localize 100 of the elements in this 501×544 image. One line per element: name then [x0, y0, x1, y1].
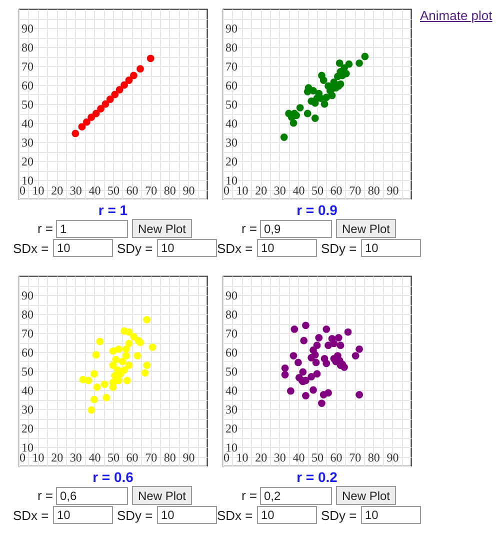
text: SDy = — [117, 507, 153, 525]
x-tick-label: 60 — [126, 450, 138, 464]
text-field: 10 — [361, 239, 421, 257]
y-tick-label: 80 — [226, 308, 238, 322]
x-tick-label: 10 — [32, 450, 44, 464]
x-tick-label: 40 — [88, 184, 101, 198]
text-field: 10 — [53, 239, 113, 257]
y-tick-label: 70 — [22, 326, 34, 340]
y-tick-label: 80 — [22, 40, 34, 54]
x-tick-label: 20 — [51, 184, 64, 198]
y-tick-label: 90 — [22, 288, 34, 302]
y-tick-label: 50 — [226, 364, 238, 378]
x-tick-label: 50 — [108, 184, 120, 198]
text-field: 10 — [361, 506, 421, 524]
button: New Plot — [132, 219, 192, 238]
text-field: 10 — [257, 239, 317, 257]
x-tick-label: 20 — [51, 450, 64, 464]
text: SDx = — [13, 240, 49, 258]
text: r = — [241, 220, 257, 238]
text-field: 10 — [53, 506, 113, 524]
y-tick-label: 50 — [226, 98, 238, 112]
x-tick-label: 80 — [368, 184, 380, 198]
text: r = — [241, 487, 257, 505]
x-tick-label: 40 — [292, 184, 305, 198]
x-tick-label: 30 — [70, 184, 82, 198]
x-tick-label: 30 — [274, 184, 286, 198]
y-tick-label: 90 — [226, 288, 238, 302]
text-field: 10 — [257, 506, 317, 524]
y-tick-label: 80 — [226, 40, 238, 54]
x-tick-label: 80 — [368, 450, 380, 464]
y-tick-label: 60 — [22, 78, 34, 92]
x-tick-label: 90 — [182, 450, 195, 464]
x-tick-label: 70 — [145, 184, 158, 198]
text-field: 1 — [56, 220, 128, 238]
y-tick-label: 40 — [22, 116, 34, 130]
y-tick-label: 30 — [22, 136, 34, 150]
text: r = 0.2 — [296, 469, 338, 485]
x-tick-label: 80 — [164, 184, 176, 198]
x-tick-label: 60 — [126, 184, 138, 198]
y-tick-label: 20 — [226, 154, 238, 168]
y-tick-label: 70 — [22, 60, 34, 74]
text: SDx = — [217, 240, 253, 258]
x-tick-label: 40 — [292, 450, 305, 464]
text: SDy = — [117, 240, 153, 258]
y-tick-label: 60 — [226, 78, 238, 92]
x-tick-label: 10 — [32, 184, 44, 198]
y-tick-label: 30 — [226, 402, 238, 416]
x-tick-label: 70 — [145, 450, 158, 464]
x-tick-label: 30 — [70, 450, 82, 464]
y-tick-label: 60 — [22, 346, 34, 360]
text-field: 10 — [157, 239, 217, 257]
button: New Plot — [336, 219, 396, 238]
x-tick-label: 50 — [108, 450, 120, 464]
text: SDx = — [217, 507, 253, 525]
x-tick-label: 20 — [255, 450, 268, 464]
x-tick-label: 30 — [274, 450, 286, 464]
text-field: 10 — [157, 506, 217, 524]
y-tick-label: 40 — [22, 384, 34, 398]
x-tick-label: 90 — [386, 450, 399, 464]
y-tick-label: 30 — [226, 136, 238, 150]
text: SDy = — [321, 507, 357, 525]
x-tick-label: 10 — [236, 184, 248, 198]
y-tick-label: 70 — [226, 60, 238, 74]
y-tick-label: 90 — [22, 22, 34, 36]
y-tick-label: 50 — [22, 364, 34, 378]
y-tick-label: 40 — [226, 116, 238, 130]
text: r = — [37, 487, 53, 505]
button: New Plot — [336, 486, 396, 505]
y-tick-label: 50 — [22, 98, 34, 112]
y-tick-label: 20 — [22, 422, 34, 436]
text: r = — [37, 220, 53, 238]
x-tick-label: 20 — [255, 184, 268, 198]
y-tick-label: 20 — [226, 422, 238, 436]
text: r = 0.9 — [296, 202, 338, 218]
y-tick-label: 40 — [226, 384, 238, 398]
y-tick-label: 90 — [226, 22, 238, 36]
x-tick-label: 40 — [88, 450, 101, 464]
x-tick-label: 90 — [182, 184, 195, 198]
y-tick-label: 20 — [22, 154, 34, 168]
text: SDx = — [13, 507, 49, 525]
y-tick-label: 80 — [22, 308, 34, 322]
text-field: 0,6 — [56, 487, 128, 505]
x-tick-label: 60 — [330, 450, 342, 464]
text: r = 0.6 — [92, 469, 134, 485]
x-tick-label: 70 — [349, 184, 362, 198]
x-tick-label: 50 — [312, 184, 324, 198]
y-tick-label: 60 — [226, 346, 238, 360]
x-tick-label: 60 — [330, 184, 342, 198]
button: New Plot — [132, 486, 192, 505]
text-field: 0,9 — [260, 220, 332, 238]
x-tick-label: 90 — [386, 184, 399, 198]
text: SDy = — [321, 240, 357, 258]
y-tick-label: 30 — [22, 402, 34, 416]
text-field: 0,2 — [260, 487, 332, 505]
text: r = 1 — [98, 202, 128, 218]
text: Animate plot — [420, 8, 492, 23]
x-tick-label: 80 — [164, 450, 176, 464]
x-tick-label: 10 — [236, 450, 248, 464]
x-tick-label: 50 — [312, 450, 324, 464]
y-tick-label: 70 — [226, 326, 238, 340]
